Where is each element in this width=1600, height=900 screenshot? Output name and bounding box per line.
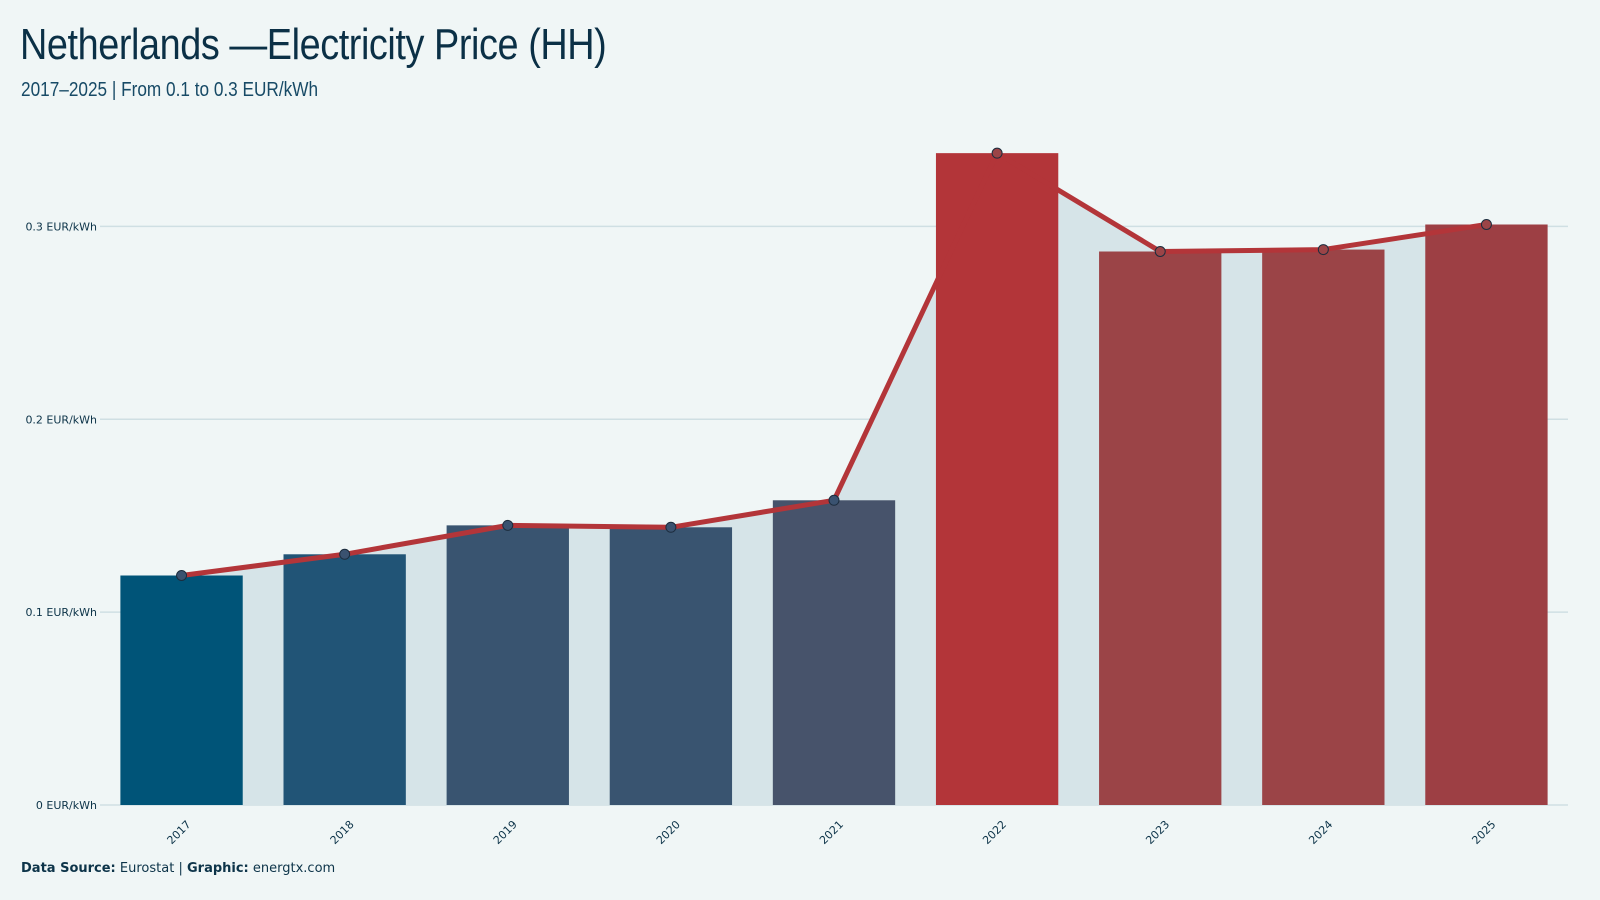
bar-2019 [446,525,569,805]
marker-2023 [1154,246,1166,257]
x-tick-label: 2022 [980,818,1009,847]
x-tick-label: 2021 [817,818,846,847]
marker-2024 [1317,244,1329,256]
y-tick-label: 0.3 EUR/kWh [25,220,97,233]
bar-2022 [935,153,1059,806]
marker-2021 [828,494,840,506]
graphic-label: Graphic: [186,861,249,876]
chart-subtitle: 2017–2025 | From 0.1 to 0.3 EUR/kWh [21,79,319,101]
y-tick-label: 0.2 EUR/kWh [25,413,97,426]
y-axis-ticks: 0 EUR/kWh 0.1 EUR/kWh 0.2 EUR/kWh 0.3 EUR/k… [25,220,97,812]
graphic-value: energtx.com [252,861,336,876]
x-tick-label: 2025 [1469,818,1498,847]
footer-separator: | [178,861,183,876]
marker-2022 [991,147,1003,159]
x-tick-label: 2024 [1306,818,1335,847]
bar-2024 [1262,249,1385,806]
x-tick-label: 2019 [491,818,520,847]
marker-2020 [665,521,677,533]
x-tick-label: 2020 [654,818,683,847]
bar-2020 [609,527,733,805]
marker-layer [176,147,1492,581]
chart-title: Netherlands —Electricity Price (HH) [20,20,607,69]
bar-2023 [1099,251,1222,805]
bar-2025 [1425,224,1548,805]
x-tick-label: 2017 [165,818,194,847]
source-value: Eurostat [119,861,175,876]
marker-2018 [339,548,351,560]
y-tick-label: 0 EUR/kWh [36,799,97,812]
bar-2018 [283,554,406,805]
marker-2017 [176,570,188,581]
bar-layer [120,153,1548,806]
source-label: Data Source: [21,861,116,876]
marker-2019 [502,519,514,531]
bar-2017 [120,575,243,805]
x-tick-label: 2018 [328,818,357,847]
marker-2025 [1480,219,1492,230]
x-axis-ticks: 2017 2018 2019 2020 2021 2022 2023 2024 2025 [165,818,1499,847]
footer: Data Source: Eurostat | Graphic: energtx… [21,861,335,876]
x-tick-label: 2023 [1143,818,1172,847]
bar-2021 [772,500,896,805]
y-tick-label: 0.1 EUR/kWh [25,606,97,619]
